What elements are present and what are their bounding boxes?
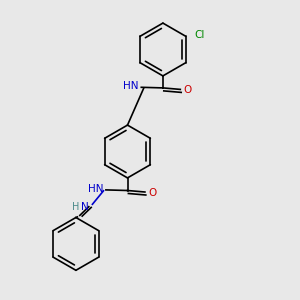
Text: HN: HN: [123, 81, 139, 92]
Text: HN: HN: [88, 184, 103, 194]
Text: O: O: [183, 85, 192, 95]
Text: H: H: [72, 202, 80, 212]
Text: Cl: Cl: [194, 30, 205, 40]
Text: N: N: [81, 202, 89, 212]
Text: O: O: [148, 188, 156, 198]
